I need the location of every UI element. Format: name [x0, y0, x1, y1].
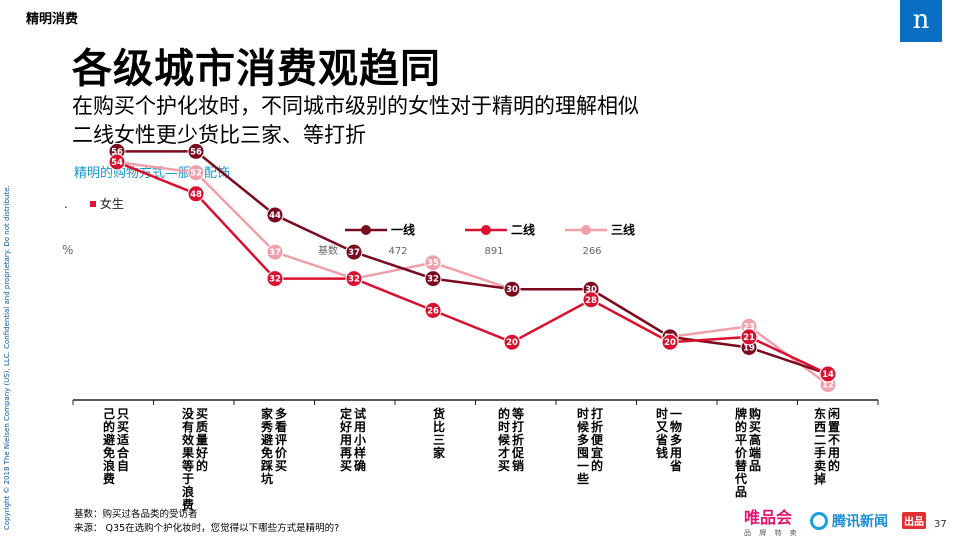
base-value: 266	[582, 246, 601, 257]
data-label: 35	[427, 259, 439, 269]
base-value: 472	[388, 246, 407, 257]
gender-square-icon	[89, 201, 96, 207]
tencent-logo-icon	[810, 512, 828, 530]
data-label: 28	[585, 296, 597, 306]
base-note: 基数：购买过各品类的受访者	[74, 509, 198, 520]
series-line	[117, 150, 829, 376]
page-title: 各级城市消费观趋同	[72, 46, 441, 92]
data-point	[345, 243, 363, 261]
subtitle-line-2: 二线女性更少货比三家、等打折	[72, 123, 366, 147]
data-point	[819, 365, 837, 383]
section-tag: 精明消费	[26, 12, 79, 27]
data-label: 32	[269, 275, 281, 285]
vip-logo-text: 唯品会	[744, 508, 793, 527]
legend-marker	[361, 225, 371, 235]
category-label: 只买适合自己的避免浪费	[103, 407, 130, 486]
data-point	[108, 153, 126, 171]
data-label: 48	[190, 190, 202, 200]
data-label: 20	[506, 338, 518, 348]
tencent-logo-text: 腾讯新闻	[832, 514, 888, 530]
data-label: 32	[348, 275, 360, 285]
legend-label: 三线	[611, 222, 635, 237]
data-label: 37	[348, 248, 360, 258]
data-point	[582, 291, 600, 309]
data-label: 44	[269, 211, 281, 221]
data-point	[503, 333, 521, 351]
data-point	[266, 243, 284, 261]
category-label: 一物多用省时又省钱	[655, 406, 682, 473]
category-label: 多看评价买家秀避免踩坑	[260, 406, 288, 486]
subtitle-line-1: 在购买个护化妆时，不同城市级别的女性对于精明的理解相似	[72, 94, 639, 118]
base-row: % 基数 472 891 266	[62, 243, 602, 257]
data-label: 54	[111, 158, 123, 168]
data-point	[345, 270, 363, 288]
data-point	[266, 270, 284, 288]
data-point	[424, 301, 442, 319]
data-point	[740, 328, 758, 346]
data-label: 30	[506, 285, 518, 295]
category-labels: 只买适合自己的避免浪费 买质量好的没有效果等于浪费 多看评价买家秀避免踩坑 试用小样确…	[103, 406, 840, 512]
legend: 一线 二线 三线	[345, 222, 635, 237]
gender-label: 女生	[99, 197, 124, 211]
series-lines: 5452373235303021231256564437323030211914…	[108, 142, 837, 394]
nielsen-logo: n	[900, 0, 942, 42]
data-label: 19	[743, 344, 755, 354]
data-point	[503, 280, 521, 298]
legend-marker	[581, 225, 591, 235]
category-label: 打折便宜的时候多囤一些	[577, 406, 604, 486]
data-point	[187, 142, 205, 160]
series-line	[116, 160, 829, 386]
data-point	[187, 185, 205, 203]
legend-marker	[481, 225, 491, 235]
category-label: 购买高端品牌的平价替代品	[734, 406, 761, 499]
source-note: 来源： Q35在选购个护化妆时，您觉得以下哪些方式是精明的?	[74, 523, 340, 534]
page-number: 37	[934, 519, 947, 530]
legend-label: 二线	[511, 222, 535, 237]
data-label: 21	[743, 333, 755, 343]
data-label: 20	[664, 338, 676, 348]
data-label: 12	[822, 381, 834, 391]
gender-legend: . 女生	[64, 195, 124, 212]
y-unit-label: %	[62, 243, 73, 257]
tencent-badge: 出品	[902, 512, 926, 529]
x-axis-ticks	[72, 400, 879, 405]
data-point	[187, 164, 205, 182]
legend-label: 一线	[391, 222, 415, 237]
category-label: 试用小样确定好用再买	[339, 406, 366, 473]
category-label: 闲置不用的东西二手卖掉	[814, 406, 840, 486]
category-label: 等打折促销的时候才买	[498, 406, 525, 473]
category-label: 买质量好的没有效果等于浪费	[181, 406, 208, 512]
data-label: 30	[585, 285, 597, 295]
category-label: 货比三家	[433, 406, 446, 460]
vip-logo-subtext: 品 牌 特 卖	[744, 529, 800, 537]
data-label: 56	[190, 147, 202, 157]
data-point	[266, 206, 284, 224]
data-label: 56	[111, 147, 123, 157]
data-label: 26	[427, 306, 439, 316]
data-label: 52	[190, 169, 202, 179]
series-line	[116, 160, 829, 376]
data-label: 32	[427, 275, 439, 285]
data-label: 37	[269, 248, 281, 258]
base-value: 891	[484, 246, 503, 257]
dot-mark: .	[64, 197, 68, 211]
base-label: 基数	[318, 244, 338, 257]
data-point	[661, 333, 679, 351]
data-label: 14	[822, 370, 834, 380]
data-point	[424, 270, 442, 288]
data-label: 23	[743, 322, 755, 332]
